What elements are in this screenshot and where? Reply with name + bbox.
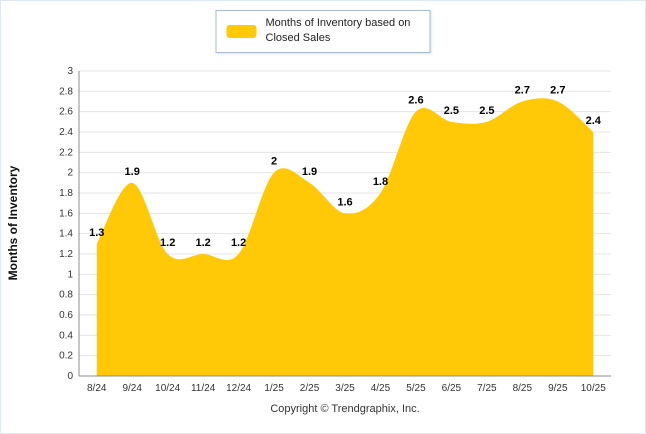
y-axis-title: Months of Inventory — [6, 165, 20, 280]
data-label: 2.7 — [550, 85, 565, 97]
area-series — [96, 98, 594, 377]
y-tick-label: 0 — [67, 371, 73, 382]
data-label: 2.6 — [408, 95, 423, 107]
x-tick-label: 6/25 — [442, 383, 462, 394]
x-tick-label: 2/25 — [300, 383, 320, 394]
y-tick-label: 1.2 — [59, 249, 73, 260]
y-tick-label: 2.8 — [59, 86, 73, 97]
inventory-area-chart: 0 0.2 0.4 0.6 0.8 1 1.2 1.4 1.6 1.8 2 2.2 2.4 2.6 2.8 3… — [6, 66, 611, 394]
copyright-text: Copyright © Trendgraphix, Inc. — [270, 403, 420, 415]
x-tick-label: 5/25 — [406, 383, 426, 394]
y-tick-label: 0.6 — [59, 310, 73, 321]
inventory-area-fill — [96, 98, 594, 377]
data-label: 2.5 — [479, 105, 494, 117]
y-tick-label: 0.4 — [59, 330, 73, 341]
data-label: 2.5 — [444, 105, 459, 117]
x-tick-label: 11/24 — [191, 383, 216, 394]
y-tick-label: 2 — [67, 168, 73, 179]
x-tick-label: 10/25 — [581, 383, 606, 394]
axes — [78, 71, 611, 377]
y-tick-label: 1 — [67, 269, 73, 280]
legend-swatch-icon — [226, 24, 257, 38]
y-axis-tick-labels: 0 0.2 0.4 0.6 0.8 1 1.2 1.4 1.6 1.8 2 2.2 2.4 2.6 2.8 3 — [59, 66, 73, 382]
x-tick-label: 9/24 — [122, 383, 142, 394]
data-label: 2.4 — [586, 115, 602, 127]
data-label: 2.7 — [515, 85, 530, 97]
x-tick-label: 8/25 — [513, 383, 533, 394]
data-label: 1.6 — [337, 196, 352, 208]
x-tick-label: 3/25 — [335, 383, 355, 394]
legend-label: Months of Inventory based on Closed Sale… — [265, 17, 411, 45]
data-labels: 1.3 1.9 1.2 1.2 1.2 2 1.9 1.6 1.8 2.6 2.5 2.5 2.7 2.7… — [89, 85, 602, 250]
y-tick-label: 2.6 — [59, 107, 73, 118]
x-tick-label: 9/25 — [548, 383, 568, 394]
y-tick-label: 0.8 — [59, 290, 73, 301]
data-label: 1.9 — [302, 166, 317, 178]
data-label: 1.3 — [89, 227, 104, 239]
x-tick-label: 1/25 — [264, 383, 284, 394]
data-label: 1.2 — [160, 237, 175, 249]
legend: Months of Inventory based on Closed Sale… — [215, 10, 431, 53]
data-label: 1.2 — [195, 237, 210, 249]
data-label: 1.9 — [125, 166, 140, 178]
y-tick-label: 2.2 — [59, 147, 73, 158]
y-tick-label: 1.4 — [59, 229, 73, 240]
x-tick-label: 10/24 — [155, 383, 180, 394]
x-tick-label: 4/25 — [371, 383, 391, 394]
data-label: 1.2 — [231, 237, 246, 249]
x-tick-label: 12/24 — [226, 383, 251, 394]
x-tick-label: 8/24 — [87, 383, 107, 394]
y-tick-label: 1.8 — [59, 188, 73, 199]
x-axis-tick-labels: 8/24 9/24 10/24 11/24 12/24 1/25 2/25 3/25 4/25 5… — [87, 383, 606, 394]
y-tick-label: 2.4 — [59, 127, 73, 138]
y-tick-label: 0.2 — [59, 351, 73, 362]
data-label: 2 — [271, 156, 277, 168]
y-tick-label: 3 — [67, 66, 73, 77]
y-tick-label: 1.6 — [59, 208, 73, 219]
data-label: 1.8 — [373, 176, 388, 188]
x-tick-label: 7/25 — [477, 383, 497, 394]
